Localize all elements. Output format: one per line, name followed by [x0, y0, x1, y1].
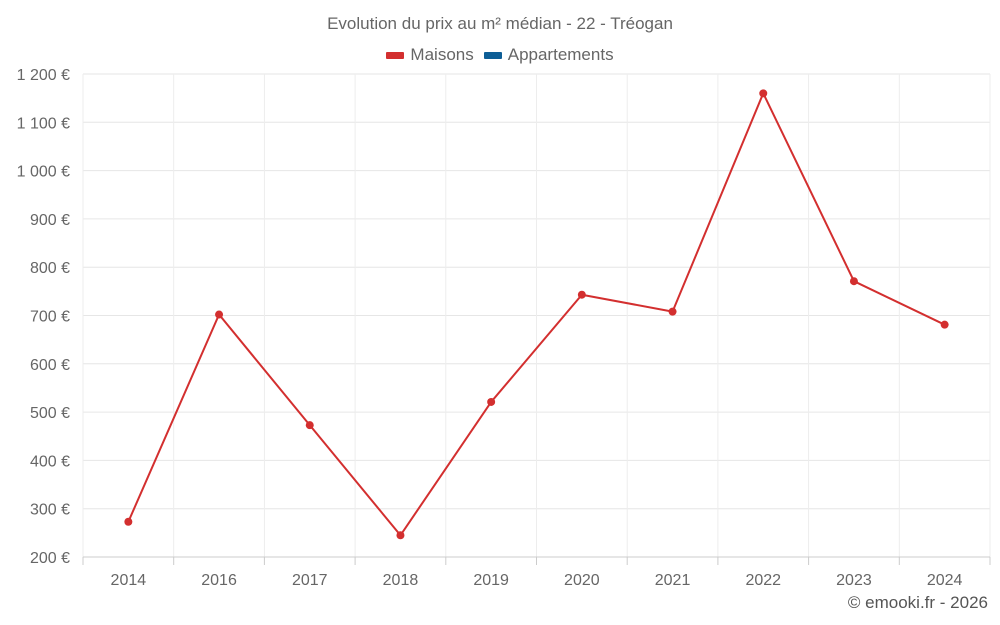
- x-tick-label: 2020: [564, 572, 600, 589]
- data-point: [759, 89, 768, 98]
- y-tick-label: 200 €: [30, 550, 70, 567]
- x-tick-label: 2023: [836, 572, 872, 589]
- y-tick-label: 300 €: [30, 502, 70, 519]
- x-tick-label: 2024: [927, 572, 963, 589]
- data-point: [305, 421, 314, 430]
- data-point: [577, 290, 586, 299]
- y-tick-label: 800 €: [30, 260, 70, 277]
- data-point: [849, 277, 858, 286]
- data-point: [396, 531, 405, 540]
- grid-layer: [82, 73, 991, 557]
- y-tick-label: 700 €: [30, 309, 70, 326]
- x-tick-label: 2016: [201, 572, 237, 589]
- data-point: [668, 307, 677, 316]
- credit-text: © emooki.fr - 2026: [847, 593, 988, 612]
- legend-item-maisons[interactable]: Maisons: [386, 45, 474, 65]
- legend-swatch-appartements: [483, 51, 502, 59]
- legend-label-maisons: Maisons: [410, 45, 474, 64]
- x-tick-label: 2014: [111, 572, 147, 589]
- data-point: [940, 320, 949, 329]
- data-point: [487, 397, 496, 406]
- x-tick-label: 2018: [383, 572, 419, 589]
- x-tick-label: 2017: [292, 572, 328, 589]
- legend: Maisons Appartements: [0, 45, 1000, 65]
- axis-layer: 200 € 300 € 400 € 500 € 600 € 700 € 800 € 900 €…: [17, 67, 991, 589]
- y-tick-label: 1 200 €: [17, 67, 70, 84]
- data-point: [124, 517, 133, 526]
- x-tick-label: 2019: [473, 572, 509, 589]
- y-tick-label: 900 €: [30, 212, 70, 229]
- chart-title: Evolution du prix au m² médian - 22 - Tr…: [327, 14, 673, 33]
- x-tick-label: 2021: [655, 572, 691, 589]
- y-tick-label: 1 000 €: [17, 164, 70, 181]
- y-tick-label: 500 €: [30, 405, 70, 422]
- series-layer: [124, 89, 949, 540]
- y-tick-label: 600 €: [30, 357, 70, 374]
- y-tick-label: 1 100 €: [17, 115, 70, 132]
- data-point: [215, 310, 224, 319]
- y-tick-label: 400 €: [30, 453, 70, 470]
- legend-item-appartements[interactable]: Appartements: [483, 45, 614, 65]
- series-line-maisons: [127, 92, 946, 537]
- legend-swatch-maisons: [386, 51, 405, 59]
- x-tick-label: 2022: [745, 572, 781, 589]
- legend-label-appartements: Appartements: [507, 45, 614, 64]
